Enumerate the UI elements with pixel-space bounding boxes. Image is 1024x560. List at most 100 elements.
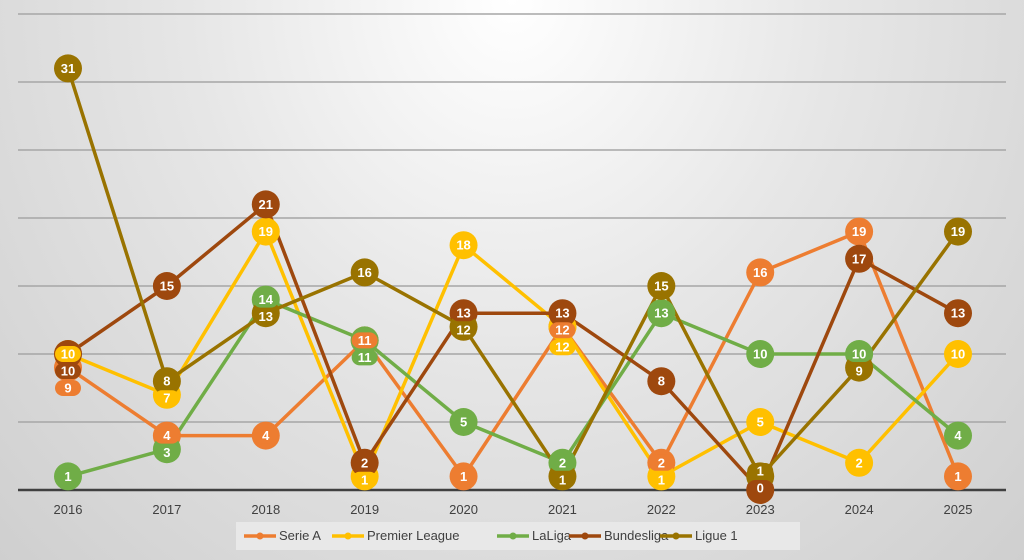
x-tick-label: 2018 [251, 502, 280, 517]
data-label: 19 [951, 224, 965, 239]
data-label-badge [153, 427, 180, 444]
data-label-badge [648, 471, 675, 488]
data-label: 13 [456, 306, 470, 321]
data-label-badge [252, 196, 279, 213]
data-label: 5 [757, 415, 764, 430]
data-label-badge [747, 463, 774, 479]
data-label: 18 [456, 238, 470, 253]
x-tick-label: 2021 [548, 502, 577, 517]
data-label: 5 [460, 415, 467, 430]
data-label: 11 [358, 350, 372, 365]
data-label: 2 [559, 455, 566, 470]
data-label-badge [747, 480, 774, 496]
data-label-badge [945, 223, 971, 240]
legend-label: Premier League [367, 528, 460, 543]
data-label-badge [55, 380, 81, 396]
data-label: 15 [654, 279, 668, 294]
legend-label: LaLiga [532, 528, 572, 543]
x-tick-label: 2016 [54, 502, 83, 517]
data-label-badge [549, 471, 576, 488]
data-label: 1 [64, 469, 71, 484]
series-line-bundesliga [67, 202, 959, 492]
data-label-badge [549, 305, 576, 322]
x-tick-label: 2019 [350, 502, 379, 517]
x-tick-label: 2022 [647, 502, 676, 517]
data-label: 2 [855, 455, 862, 470]
data-label-badge [846, 454, 873, 471]
data-label: 8 [658, 374, 665, 389]
data-label-badge [945, 346, 971, 362]
data-label: 10 [951, 347, 965, 362]
data-label: 12 [456, 323, 470, 338]
data-label: 13 [654, 306, 668, 321]
data-label: 10 [61, 347, 75, 362]
data-label-badge [252, 291, 279, 308]
data-label-badge [846, 250, 873, 267]
data-label: 1 [658, 472, 665, 487]
data-label: 15 [160, 279, 174, 294]
data-label-badge [549, 339, 576, 356]
data-label: 1 [460, 469, 467, 484]
legend-label: Ligue 1 [695, 528, 738, 543]
data-label: 14 [259, 292, 274, 307]
series-line-laliga [67, 297, 960, 479]
data-label-badge [55, 363, 81, 379]
data-label: 16 [357, 265, 371, 280]
data-label-badge [153, 278, 180, 294]
data-label-badge [648, 278, 675, 294]
x-tick-label: 2023 [746, 502, 775, 517]
data-label: 4 [954, 428, 962, 443]
data-label-badge [945, 305, 971, 322]
data-label: 11 [358, 333, 372, 348]
data-label: 12 [555, 340, 569, 355]
x-tick-label: 2025 [944, 502, 973, 517]
data-label: 31 [61, 61, 75, 76]
legend-marker-icon [344, 532, 352, 540]
data-label-badge [450, 468, 477, 485]
data-label-badge [153, 444, 180, 461]
data-label: 1 [361, 472, 368, 487]
data-label-badge [747, 346, 774, 362]
data-label: 19 [852, 224, 866, 239]
data-label: 3 [163, 445, 170, 460]
series-line-premier-league [67, 229, 960, 479]
data-label: 2 [361, 455, 368, 470]
data-label-badge [351, 264, 378, 281]
data-label-badge [450, 322, 477, 339]
data-label: 1 [559, 472, 566, 487]
data-label: 7 [163, 391, 170, 406]
data-label: 21 [259, 197, 273, 212]
data-label-badge [945, 468, 971, 485]
data-label: 17 [852, 251, 866, 266]
data-label: 1 [954, 469, 961, 484]
data-label: 0 [757, 481, 764, 496]
data-label-badge [648, 454, 675, 471]
data-label-badge [549, 454, 576, 471]
data-label-badge [55, 60, 81, 77]
data-label-badge [252, 308, 279, 325]
legend-marker-icon [581, 532, 589, 540]
legend-label: Serie A [279, 528, 321, 543]
data-label-badge [153, 373, 180, 390]
data-label-badge [549, 322, 576, 339]
data-label-badge [55, 468, 81, 485]
data-label-badge [351, 471, 378, 488]
data-label-badge [351, 349, 378, 366]
data-label-badge [648, 373, 675, 390]
data-label-badge [153, 390, 180, 407]
data-label: 13 [259, 309, 273, 324]
data-label: 4 [163, 428, 171, 443]
data-label-badge [945, 427, 971, 444]
x-tick-label: 2017 [152, 502, 181, 517]
data-label-badge [846, 363, 873, 379]
data-label: 19 [259, 224, 273, 239]
legend-marker-icon [256, 532, 264, 540]
data-label: 12 [555, 323, 569, 338]
data-label-badge [252, 427, 279, 444]
data-label-badge [351, 454, 378, 471]
data-label-badge [450, 414, 477, 430]
data-label-badge [252, 223, 279, 240]
legend-marker-icon [509, 532, 517, 540]
data-label: 10 [61, 364, 75, 379]
